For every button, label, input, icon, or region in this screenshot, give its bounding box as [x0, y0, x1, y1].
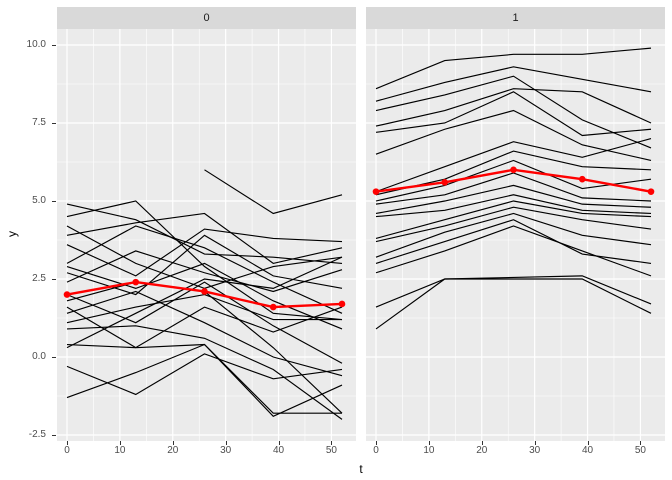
series-line: [66, 281, 343, 364]
series-line: [375, 184, 652, 215]
mean-point: [647, 188, 655, 195]
series-line: [375, 194, 652, 218]
y-tick-label: 2.5: [32, 273, 46, 284]
y-tick-mark: [52, 279, 56, 280]
series-line: [375, 138, 652, 193]
series-line: [66, 250, 343, 293]
series-line: [66, 353, 343, 396]
series-line: [66, 281, 343, 414]
series-line: [66, 294, 342, 324]
x-tick-mark: [67, 441, 68, 445]
series-line: [66, 225, 343, 314]
series-line: [375, 225, 652, 277]
series-line: [66, 234, 343, 296]
x-tick-label: 40: [272, 445, 285, 456]
series-line: [375, 278, 652, 330]
facet-strip-1-label: 1: [512, 12, 519, 24]
mean-point: [338, 300, 346, 308]
mean-point: [201, 288, 208, 295]
x-tick-label: 0: [373, 445, 379, 456]
x-tick-mark: [331, 441, 333, 445]
series-line: [66, 343, 343, 417]
facet-panel-svg-1: [366, 29, 665, 441]
x-tick-label: 40: [581, 445, 594, 456]
mean-point: [441, 178, 449, 186]
x-tick-label: 50: [634, 445, 646, 456]
x-axis-title: t: [359, 462, 363, 476]
x-tick-mark: [428, 441, 430, 445]
series-line: [66, 262, 343, 330]
series-line: [66, 256, 343, 349]
x-tick-mark: [278, 441, 280, 445]
mean-point: [132, 278, 140, 286]
series-line: [375, 88, 652, 127]
x-tick-mark: [225, 441, 227, 445]
x-tick-label: 50: [325, 445, 337, 456]
mean-point: [578, 175, 586, 183]
series-line: [375, 212, 652, 258]
x-tick-label: 10: [423, 445, 435, 456]
series-line: [66, 228, 343, 277]
series-line: [375, 159, 652, 202]
x-tick-mark: [534, 441, 536, 445]
y-tick-mark: [52, 123, 56, 124]
series-line: [204, 169, 343, 215]
series-line: [375, 109, 652, 162]
y-tick-label: 5.0: [32, 195, 46, 206]
x-tick-label: 30: [529, 445, 541, 456]
y-tick-mark: [52, 45, 56, 46]
y-tick-label: 10.0: [26, 39, 46, 50]
x-tick-mark: [640, 441, 642, 445]
series-line: [375, 91, 652, 137]
y-axis-title: y: [5, 231, 19, 237]
facet-panel-1: [366, 29, 665, 441]
series-line: [375, 47, 652, 90]
facet-strip-0-label: 0: [203, 12, 210, 24]
series-line: [66, 212, 343, 265]
x-tick-label: 10: [114, 445, 126, 456]
series-line: [66, 203, 343, 264]
x-tick-mark: [587, 441, 589, 445]
series-line: [66, 343, 342, 414]
x-tick-label: 20: [476, 445, 488, 456]
y-tick-label: 0.0: [32, 351, 46, 362]
series-line: [375, 200, 652, 239]
series-line: [66, 306, 343, 349]
x-tick-label: 30: [220, 445, 232, 456]
x-tick-label: 20: [167, 445, 179, 456]
series-line: [375, 219, 652, 264]
series-line: [375, 66, 652, 102]
x-tick-label: 0: [64, 445, 70, 456]
y-tick-mark: [52, 357, 56, 358]
x-tick-mark: [481, 441, 483, 445]
y-tick-label: -2.5: [28, 429, 46, 440]
series-line: [375, 172, 652, 205]
x-tick-mark: [376, 441, 377, 445]
x-tick-mark: [172, 441, 174, 445]
mean-point: [63, 291, 71, 298]
mean-point: [510, 166, 517, 174]
series-line: [66, 200, 343, 321]
mean-point: [372, 188, 380, 195]
facet-strip-0: 0: [57, 7, 356, 29]
y-tick-label: 7.5: [32, 117, 46, 128]
series-line: [375, 75, 652, 149]
series-line: [375, 275, 652, 308]
series-line: [375, 206, 652, 243]
facet-strip-1: 1: [366, 7, 665, 29]
y-tick-mark: [52, 201, 56, 202]
facet-panel-0: [57, 29, 356, 441]
y-tick-mark: [52, 435, 56, 436]
series-line: [66, 290, 343, 377]
mean-point: [269, 303, 277, 311]
series-line: [66, 325, 343, 420]
x-tick-mark: [119, 441, 121, 445]
facet-panel-svg-0: [57, 29, 356, 441]
